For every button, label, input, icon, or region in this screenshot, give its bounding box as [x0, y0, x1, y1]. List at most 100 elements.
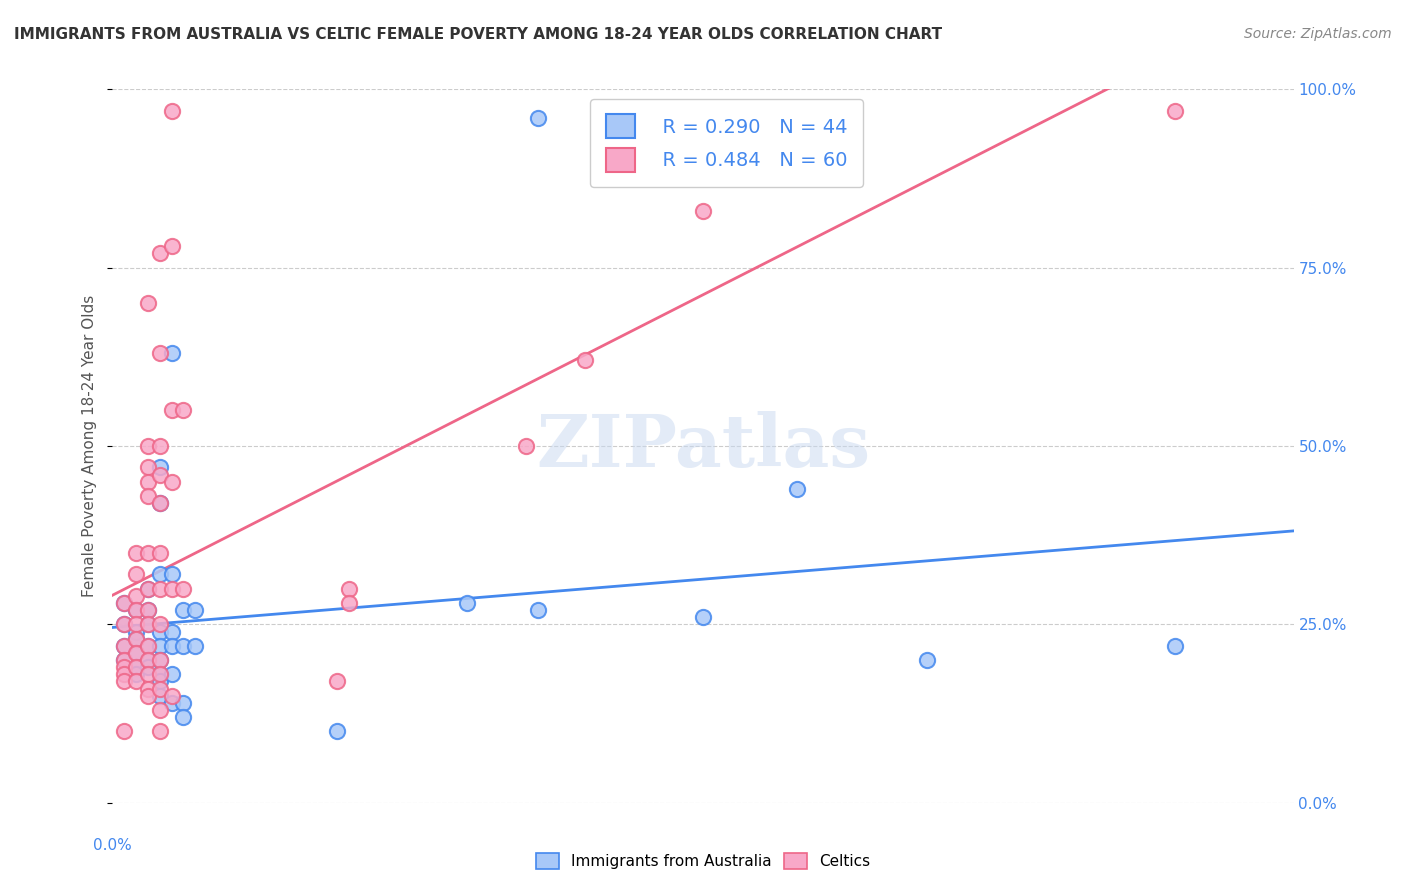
Legend: Immigrants from Australia, Celtics: Immigrants from Australia, Celtics: [530, 847, 876, 875]
Point: [125, 546, 148, 560]
Point: [149, 246, 172, 260]
Point: [136, 439, 159, 453]
Point: [125, 632, 148, 646]
Point: [149, 624, 172, 639]
Point: [136, 460, 159, 475]
Point: [136, 582, 159, 596]
Point: [1164, 639, 1187, 653]
Point: [136, 546, 159, 560]
Point: [149, 724, 172, 739]
Point: [136, 582, 159, 596]
Point: [125, 667, 148, 681]
Point: [160, 624, 183, 639]
Point: [125, 589, 148, 603]
Point: [125, 660, 148, 674]
Point: [149, 439, 172, 453]
Point: [136, 603, 159, 617]
Point: [526, 111, 548, 125]
Point: [112, 639, 135, 653]
Point: [125, 646, 148, 660]
Point: [160, 567, 183, 582]
Point: [172, 696, 194, 710]
Point: [149, 496, 172, 510]
Point: [125, 674, 148, 689]
Point: [149, 667, 172, 681]
Point: [149, 681, 172, 696]
Point: [149, 567, 172, 582]
Point: [160, 346, 183, 360]
Point: [136, 639, 159, 653]
Point: [184, 639, 207, 653]
Point: [917, 653, 939, 667]
Point: [125, 660, 148, 674]
Point: [160, 103, 183, 118]
Point: [337, 582, 360, 596]
Point: [172, 603, 194, 617]
Point: [136, 681, 159, 696]
Point: [149, 546, 172, 560]
Point: [149, 460, 172, 475]
Point: [136, 639, 159, 653]
Point: [786, 482, 808, 496]
Point: [149, 689, 172, 703]
Point: [112, 724, 135, 739]
Point: [149, 639, 172, 653]
Point: [160, 667, 183, 681]
Text: 0.0%: 0.0%: [93, 838, 132, 854]
Point: [136, 489, 159, 503]
Point: [160, 689, 183, 703]
Point: [112, 674, 135, 689]
Point: [136, 653, 159, 667]
Point: [136, 689, 159, 703]
Point: [692, 610, 714, 624]
Point: [136, 653, 159, 667]
Point: [810, 111, 832, 125]
Point: [125, 567, 148, 582]
Point: [112, 653, 135, 667]
Point: [112, 596, 135, 610]
Point: [692, 203, 714, 218]
Y-axis label: Female Poverty Among 18-24 Year Olds: Female Poverty Among 18-24 Year Olds: [82, 295, 97, 597]
Point: [149, 653, 172, 667]
Point: [136, 667, 159, 681]
Point: [160, 239, 183, 253]
Point: [160, 403, 183, 417]
Point: [125, 632, 148, 646]
Point: [456, 596, 478, 610]
Point: [136, 603, 159, 617]
Point: [149, 653, 172, 667]
Point: [136, 296, 159, 310]
Point: [172, 582, 194, 596]
Point: [112, 639, 135, 653]
Point: [172, 403, 194, 417]
Point: [125, 617, 148, 632]
Text: Source: ZipAtlas.com: Source: ZipAtlas.com: [1244, 27, 1392, 41]
Legend:   R = 0.290   N = 44,   R = 0.484   N = 60: R = 0.290 N = 44, R = 0.484 N = 60: [591, 99, 863, 187]
Point: [112, 667, 135, 681]
Point: [112, 617, 135, 632]
Point: [149, 467, 172, 482]
Point: [326, 674, 349, 689]
Point: [160, 696, 183, 710]
Point: [149, 703, 172, 717]
Point: [1164, 103, 1187, 118]
Point: [184, 603, 207, 617]
Point: [526, 603, 548, 617]
Point: [172, 639, 194, 653]
Point: [149, 346, 172, 360]
Point: [160, 475, 183, 489]
Point: [160, 582, 183, 596]
Point: [149, 667, 172, 681]
Point: [112, 653, 135, 667]
Point: [125, 624, 148, 639]
Point: [149, 582, 172, 596]
Point: [172, 710, 194, 724]
Point: [149, 617, 172, 632]
Point: [136, 475, 159, 489]
Text: IMMIGRANTS FROM AUSTRALIA VS CELTIC FEMALE POVERTY AMONG 18-24 YEAR OLDS CORRELA: IMMIGRANTS FROM AUSTRALIA VS CELTIC FEMA…: [14, 27, 942, 42]
Point: [125, 646, 148, 660]
Point: [125, 603, 148, 617]
Point: [136, 660, 159, 674]
Point: [136, 617, 159, 632]
Point: [112, 660, 135, 674]
